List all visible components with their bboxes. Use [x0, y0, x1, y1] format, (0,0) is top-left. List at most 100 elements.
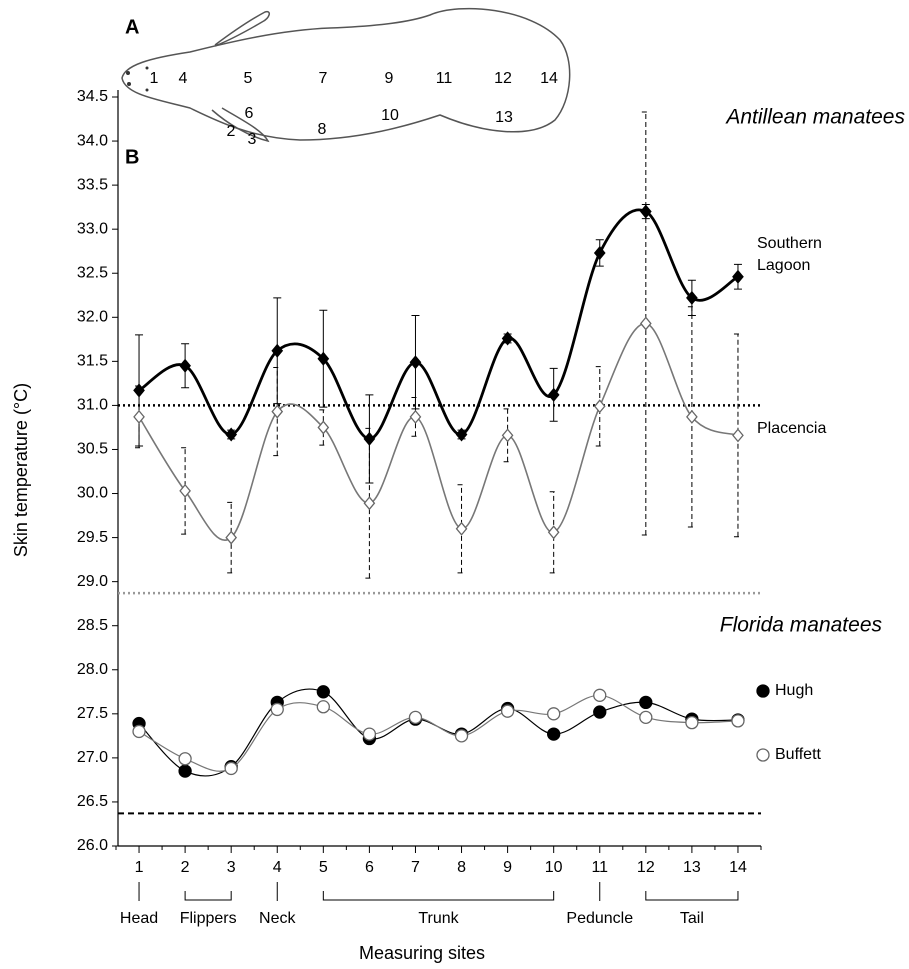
y-tick-label: 31.5	[77, 353, 108, 370]
diagram-label: 4	[179, 70, 188, 87]
y-tick-label: 32.5	[77, 264, 108, 281]
group-bracket	[322, 891, 555, 901]
x-tick-label: 11	[591, 859, 608, 876]
marker	[225, 427, 238, 442]
marker	[132, 724, 146, 739]
marker	[500, 704, 515, 718]
marker	[639, 710, 653, 724]
y-tick-label: 33.0	[77, 220, 108, 237]
series-label: Southern Lagoon	[757, 235, 822, 274]
marker	[271, 404, 284, 419]
y-tick-label: 28.0	[77, 661, 108, 678]
marker	[732, 269, 744, 284]
x-tick-label: 14	[729, 859, 747, 876]
marker	[179, 358, 191, 373]
marker	[455, 521, 468, 536]
marker	[316, 700, 330, 714]
y-tick-label: 30.5	[77, 441, 108, 458]
marker	[408, 710, 423, 724]
marker	[547, 387, 560, 402]
diagram-label: 3	[248, 131, 257, 148]
x-tick-label: 7	[411, 859, 420, 876]
y-tick-label: 27.0	[77, 749, 108, 766]
y-tick-label: 31.0	[77, 397, 108, 414]
error-bar	[733, 333, 742, 538]
error-bar	[135, 385, 144, 449]
diagram-label: 1	[150, 70, 159, 87]
diagram-label: 5	[244, 70, 253, 87]
x-tick-label: 2	[181, 859, 190, 876]
marker	[593, 705, 607, 719]
marker	[178, 752, 192, 766]
marker	[593, 399, 606, 414]
marker	[179, 483, 191, 498]
group-label: Peduncle	[566, 910, 633, 927]
group-label: Tail	[680, 910, 704, 927]
y-tick-label: 26.0	[77, 837, 108, 854]
marker	[731, 714, 745, 728]
marker	[686, 409, 698, 424]
x-tick-label: 5	[319, 859, 328, 876]
x-tick-label: 9	[503, 859, 512, 876]
y-tick-label: 30.0	[77, 485, 108, 502]
x-tick-label: 3	[227, 859, 236, 876]
error-bar	[595, 366, 604, 447]
y-tick-label: 34.0	[77, 132, 108, 149]
marker	[316, 685, 330, 699]
series-label: Hugh	[775, 682, 814, 699]
diagram-label: 10	[381, 107, 399, 124]
marker	[593, 688, 607, 702]
manatee-features	[126, 66, 149, 92]
marker	[133, 409, 145, 424]
error-bar	[687, 306, 696, 528]
diagram-label: 14	[540, 70, 558, 87]
marker	[317, 351, 330, 366]
marker	[732, 428, 744, 443]
group-label: Head	[120, 910, 158, 927]
region-label: Florida manatees	[720, 614, 883, 637]
panel-label: A	[125, 16, 139, 38]
marker	[639, 695, 653, 710]
marker	[317, 420, 330, 435]
x-tick-label: 4	[273, 859, 282, 876]
y-tick-label: 28.5	[77, 617, 108, 634]
y-axis-title: Skin temperature (°C)	[11, 383, 31, 557]
diagram-label: 2	[227, 123, 236, 140]
marker	[547, 525, 560, 540]
marker	[225, 530, 238, 545]
x-tick-label: 12	[637, 859, 655, 876]
group-label: Neck	[259, 910, 296, 927]
x-axis-title: Measuring sites	[359, 943, 485, 963]
x-tick-label: 1	[135, 859, 144, 876]
diagram-label: 12	[494, 70, 512, 87]
marker	[686, 290, 698, 305]
marker	[270, 702, 284, 717]
x-tick-label: 10	[545, 859, 563, 876]
x-tick-label: 13	[683, 859, 701, 876]
marker	[547, 727, 561, 741]
marker	[409, 409, 422, 424]
panel-label: B	[125, 146, 139, 168]
group-bracket	[645, 891, 739, 901]
series-line	[138, 208, 739, 441]
marker	[362, 727, 377, 741]
marker	[454, 729, 469, 743]
marker	[409, 355, 422, 370]
marker	[455, 427, 468, 442]
series-label: Placencia	[757, 420, 827, 437]
y-tick-label: 33.5	[77, 176, 108, 193]
x-tick-label: 8	[457, 859, 466, 876]
diagram-label: 7	[319, 70, 328, 87]
marker	[685, 715, 699, 730]
legend-marker	[756, 748, 770, 762]
y-tick-label: 26.5	[77, 793, 108, 810]
region-label: Antillean manatees	[724, 106, 905, 129]
marker	[363, 496, 376, 511]
series-label: Buffett	[775, 746, 821, 763]
x-tick-label: 6	[365, 859, 374, 876]
marker	[271, 343, 284, 358]
manatee-outline	[121, 7, 571, 143]
diagram-label: 9	[385, 70, 394, 87]
